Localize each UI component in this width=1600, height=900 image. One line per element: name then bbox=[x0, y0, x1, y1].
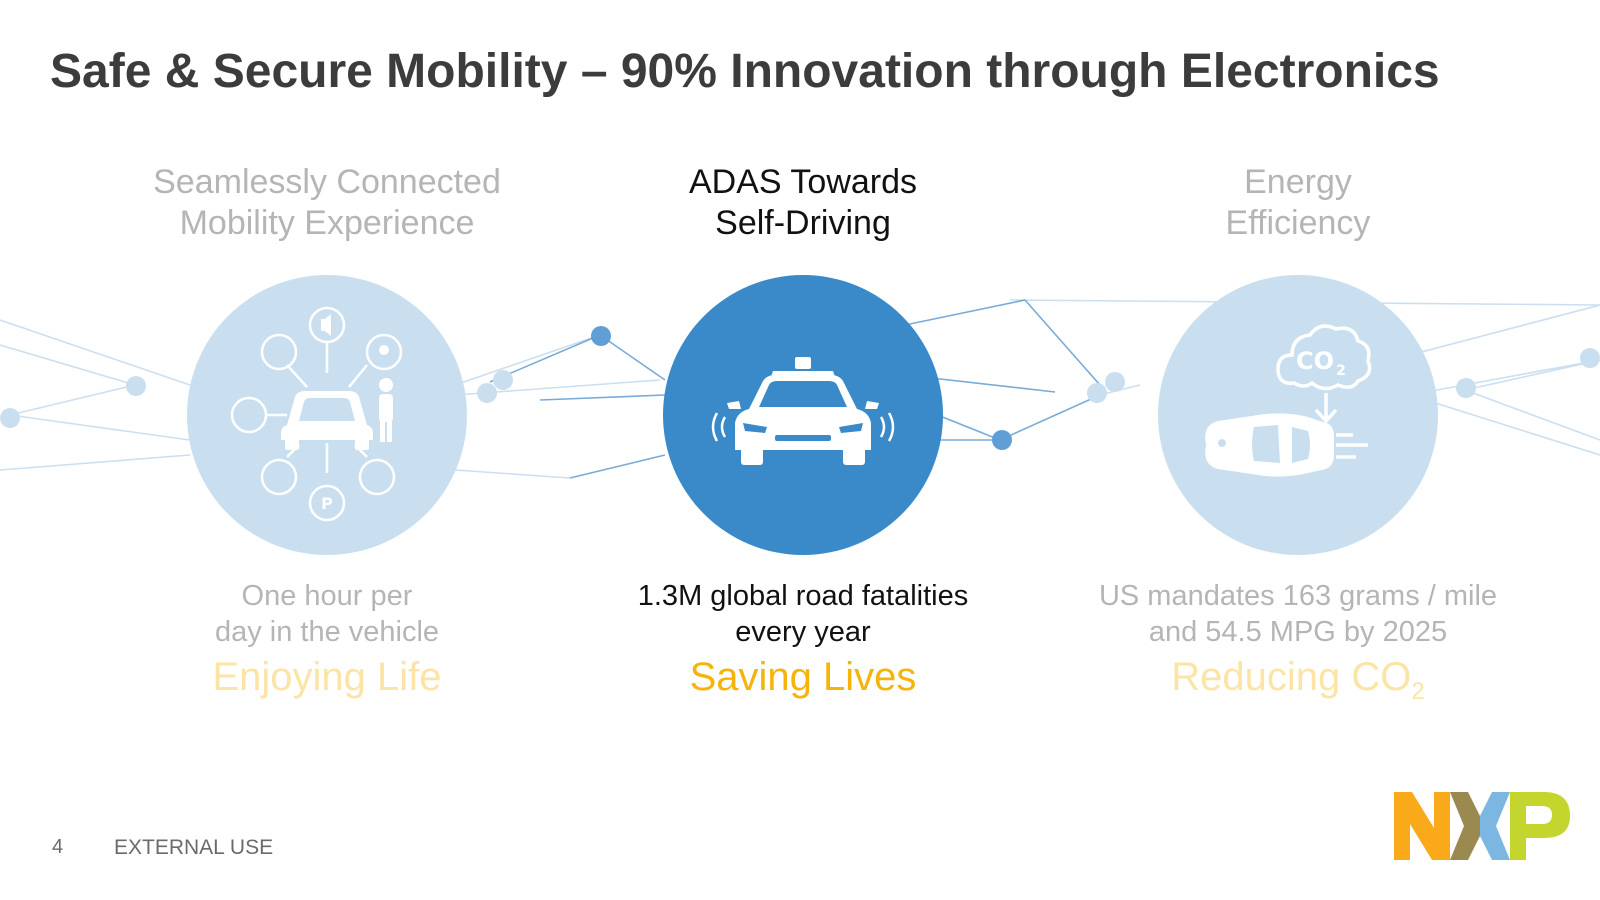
classification-label: EXTERNAL USE bbox=[114, 836, 274, 859]
pillar-3-heading: Energy Efficiency bbox=[1088, 162, 1508, 244]
autonomous-car-icon bbox=[711, 357, 895, 465]
pillar-2-description: 1.3M global road fatalities every year bbox=[573, 578, 1033, 650]
connected-car-circle: P bbox=[187, 275, 467, 555]
pillar-2-tagline: Saving Lives bbox=[689, 655, 917, 699]
pillar-2-heading-line1: ADAS Towards bbox=[688, 163, 918, 201]
pillar-3-tagline-subscript: 2 bbox=[1411, 678, 1425, 705]
pillar-1-heading-line2: Mobility Experience bbox=[179, 204, 475, 242]
pillar-2-heading-line2: Self-Driving bbox=[715, 204, 891, 242]
pillar-1-heading: Seamlessly Connected Mobility Experience bbox=[117, 162, 537, 244]
co2-cloud-subscript: 2 bbox=[1336, 363, 1346, 379]
pillar-3-desc-line2: and 54.5 MPG by 2025 bbox=[1148, 616, 1448, 648]
pillar-3-heading-line2: Efficiency bbox=[1225, 204, 1371, 242]
slide-title: Safe & Secure Mobility – 90% Innovation … bbox=[50, 45, 1440, 98]
pillar-1-desc-line2: day in the vehicle bbox=[214, 616, 440, 648]
pillar-3-desc-line1: US mandates 163 grams / mile bbox=[1098, 580, 1498, 612]
autonomous-car-circle bbox=[663, 275, 943, 555]
svg-text:P: P bbox=[321, 494, 333, 513]
pillar-2-desc-line1: 1.3M global road fatalities bbox=[637, 580, 969, 612]
pillar-1-tagline: Enjoying Life bbox=[212, 655, 442, 699]
connected-car-icon: P bbox=[230, 306, 403, 522]
co2-emission-car-icon: CO 2 bbox=[1205, 324, 1372, 477]
pillar-2-desc-line2: every year bbox=[735, 616, 871, 648]
page-number: 4 bbox=[52, 836, 64, 858]
pillar-1-description: One hour per day in the vehicle bbox=[97, 578, 557, 650]
pillar-3-heading-line1: Energy bbox=[1244, 163, 1352, 201]
nxp-logo bbox=[1394, 792, 1570, 860]
pillar-1-desc-line1: One hour per bbox=[241, 580, 413, 612]
pillar-1-heading-line1: Seamlessly Connected bbox=[153, 163, 501, 201]
pillar-3-tagline-text: Reducing CO bbox=[1171, 655, 1412, 699]
pillar-3-tagline: Reducing CO2 bbox=[1068, 655, 1528, 706]
energy-efficiency-circle: CO 2 bbox=[1158, 275, 1438, 555]
co2-cloud-label: CO bbox=[1296, 347, 1334, 375]
pillar-2-heading: ADAS Towards Self-Driving bbox=[593, 162, 1013, 244]
pillar-3-description: US mandates 163 grams / mile and 54.5 MP… bbox=[1068, 578, 1528, 650]
